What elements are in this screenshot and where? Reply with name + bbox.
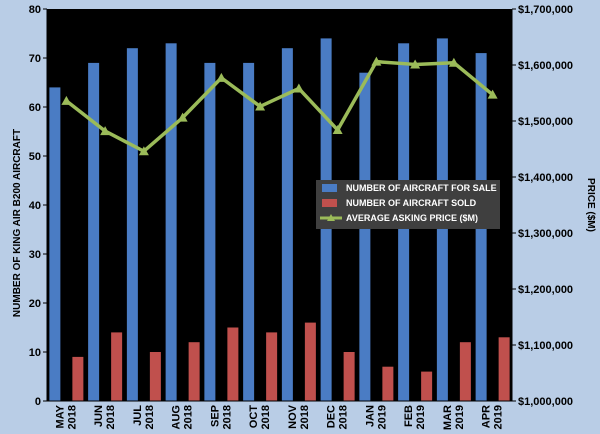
right-tick-label: $1,700,000 [518,4,573,16]
left-tick-label: 0 [35,396,41,408]
bar-for-sale [165,43,177,402]
price-marker [216,72,227,82]
x-tick-label: DEC2018 [326,405,350,430]
x-tick-label: APR2019 [481,405,505,430]
price-marker [448,57,459,67]
bar-for-sale [49,87,61,402]
price-marker [293,83,304,93]
bar-for-sale [126,48,138,401]
right-tick-label: $1,600,000 [518,60,573,72]
right-tick-label: $1,100,000 [518,340,573,352]
left-tick-label: 20 [29,298,41,310]
price-marker [100,126,111,136]
x-tick-label: FEB2019 [403,405,427,430]
price-marker [371,56,382,66]
bar-sold [72,356,84,401]
right-tick-label: $1,500,000 [518,116,573,128]
left-tick-label: 50 [29,151,41,163]
bar-for-sale [243,62,255,402]
bar-sold [111,332,123,401]
price-marker [487,89,498,99]
legend-marker [327,214,335,221]
bar-sold [343,352,355,401]
x-tick-label: JAN2019 [364,405,388,430]
x-tick-label: MAY2018 [54,404,78,429]
left-tick-label: 60 [29,102,41,114]
price-marker [410,59,421,69]
x-tick-label: JUN2018 [93,405,117,430]
bar-sold [149,352,161,401]
bar-sold [498,337,510,401]
left-tick-label: 80 [29,4,41,16]
legend-box [316,180,500,229]
price-marker [255,101,266,111]
legend-label: NUMBER OF AIRCRAFT SOLD [346,198,477,208]
legend-label: NUMBER OF AIRCRAFT FOR SALE [346,183,497,193]
bar-for-sale [88,62,100,402]
left-tick-label: 70 [29,53,41,65]
bar-sold [304,322,316,401]
price-marker [332,124,343,134]
right-tick-label: $1,200,000 [518,284,573,296]
price-marker [61,95,72,105]
y-axis-title: NUMBER OF KING AIR B200 AIRCRAFT [12,129,23,317]
legend-swatch [322,184,337,192]
left-tick-label: 10 [29,347,41,359]
x-tick-label: JUL2018 [132,405,156,430]
right-tick-label: $1,300,000 [518,228,573,240]
bar-for-sale [359,72,371,401]
legend-label: AVERAGE ASKING PRICE ($M) [346,213,478,223]
x-tick-label: SEP2018 [209,405,233,429]
bar-sold [266,332,278,401]
y2-axis-title: PRICE ($M) [585,178,596,232]
x-tick-label: NOV2018 [287,404,311,429]
bar-sold [459,342,471,401]
price-marker [177,112,188,122]
right-tick-label: $1,000,000 [518,396,573,408]
left-tick-label: 40 [29,200,41,212]
x-tick-label: OCT2018 [248,405,272,430]
left-tick-label: 30 [29,249,41,261]
legend-swatch [322,199,337,207]
right-tick-label: $1,400,000 [518,172,573,184]
x-tick-label: MAR2019 [442,405,466,430]
price-line [65,59,494,153]
bar-for-sale [281,48,293,401]
bar-for-sale [204,62,216,402]
price-marker [138,146,149,156]
bar-sold [188,342,200,401]
bar-sold [382,366,394,401]
x-tick-label: AUG2018 [171,405,195,429]
bar-sold [421,371,433,401]
bar-sold [227,327,239,401]
